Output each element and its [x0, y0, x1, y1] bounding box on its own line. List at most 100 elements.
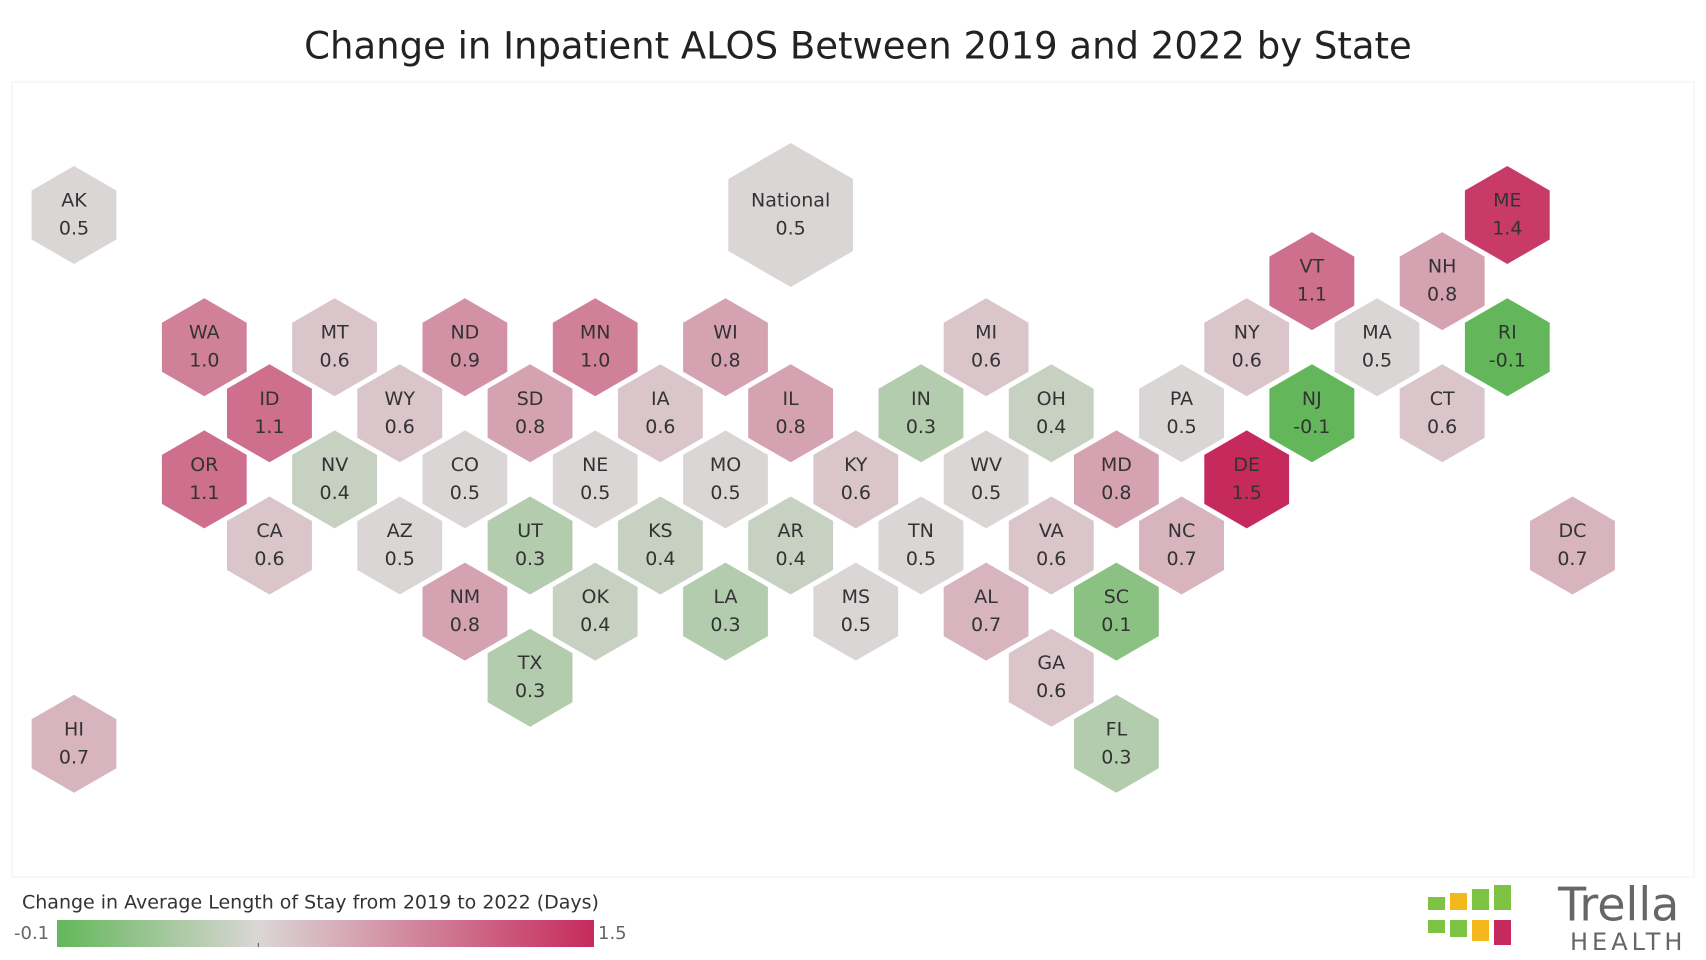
- hex-tile: [878, 496, 964, 595]
- logo-name: Trella: [1557, 878, 1679, 932]
- hex-label: WY: [385, 388, 416, 410]
- hex-tile: [357, 496, 443, 595]
- hex-value: 0.4: [776, 548, 806, 570]
- hex-tile: [1204, 430, 1290, 529]
- hex-value: 0.4: [645, 548, 675, 570]
- hex-value: 0.6: [254, 548, 284, 570]
- hex-label: WA: [189, 322, 220, 344]
- chart-title: Change in Inpatient ALOS Between 2019 an…: [304, 25, 1412, 68]
- hex-label: IA: [651, 388, 670, 410]
- hex-label: ME: [1493, 190, 1521, 212]
- hex-label: LA: [713, 586, 737, 608]
- hex-label: FL: [1106, 718, 1128, 740]
- hex-label: OH: [1037, 388, 1066, 410]
- hex-value: 0.5: [385, 548, 415, 570]
- hex-value: 1.5: [1232, 482, 1262, 504]
- hex-tile: [1139, 364, 1224, 463]
- hex-label: CT: [1430, 388, 1455, 410]
- hex-value: 0.4: [580, 614, 610, 636]
- hex-tile: [1074, 430, 1159, 529]
- hex-tile: [813, 562, 899, 661]
- hex-tile: [813, 430, 899, 529]
- hex-label: ID: [259, 388, 279, 410]
- hex-label: MD: [1101, 454, 1132, 476]
- hex-value: 0.3: [906, 416, 936, 438]
- hex-value: 0.6: [841, 482, 871, 504]
- hex-label: AR: [778, 520, 804, 542]
- hex-value: 0.8: [1427, 284, 1457, 306]
- hex-label: NE: [582, 454, 608, 476]
- hex-tile: [878, 364, 964, 463]
- hex-value: 0.6: [645, 416, 675, 438]
- hex-tile: [487, 496, 573, 595]
- hex-tile: [1269, 232, 1355, 331]
- hex-label: AZ: [387, 520, 413, 542]
- hex-label: SC: [1104, 586, 1129, 608]
- hex-value: 1.1: [189, 482, 219, 504]
- hex-value: 0.5: [1362, 350, 1392, 372]
- hex-tile: [422, 298, 508, 397]
- hex-label: MA: [1362, 322, 1391, 344]
- hex-label: WI: [713, 322, 737, 344]
- hex-tile: [1139, 496, 1224, 595]
- hex-label: CA: [256, 520, 282, 542]
- hex-label: MI: [975, 322, 997, 344]
- hex-tile: [31, 694, 117, 793]
- hex-tile: [292, 430, 377, 529]
- hex-value: -0.1: [1293, 416, 1330, 438]
- hex-value: 0.8: [450, 614, 480, 636]
- hex-value: 0.7: [1166, 548, 1196, 570]
- hex-label: NM: [450, 586, 481, 608]
- hex-layer: AK 0.5 National 0.5 ME 1.4 VT 1.1 NH 0.8 WA 1.0 MT 0.…: [31, 143, 1615, 793]
- hex-label: VT: [1300, 256, 1325, 278]
- hex-label: SD: [517, 388, 544, 410]
- hex-label: GA: [1037, 652, 1065, 674]
- hex-tile: [617, 496, 703, 595]
- hex-value: 0.6: [1036, 548, 1066, 570]
- legend-max: 1.5: [598, 923, 627, 944]
- hex-value: 0.6: [1036, 680, 1066, 702]
- hex-label: VA: [1039, 520, 1064, 542]
- hex-tile: [292, 298, 377, 397]
- hex-value: 1.1: [254, 416, 284, 438]
- hex-value: 0.8: [776, 416, 806, 438]
- hex-tile: [1074, 562, 1159, 661]
- hex-label: NC: [1168, 520, 1195, 542]
- hex-tile: [1334, 298, 1420, 397]
- hex-value: 1.1: [1297, 284, 1327, 306]
- hex-label: IN: [911, 388, 931, 410]
- hex-value: 0.4: [1036, 416, 1066, 438]
- logo-tagline: HEALTH: [1570, 928, 1686, 956]
- hex-value: 0.5: [59, 218, 89, 240]
- hex-tile: [728, 143, 853, 287]
- hex-tile: [1008, 496, 1094, 595]
- hex-value: 1.0: [189, 350, 219, 372]
- hex-tile: [1464, 166, 1550, 264]
- hex-tile: [683, 430, 768, 529]
- hex-label: AL: [974, 586, 998, 608]
- hex-label: KY: [844, 454, 868, 476]
- hex-value: 0.5: [710, 482, 740, 504]
- hex-tile: [487, 364, 573, 463]
- hex-label: MO: [710, 454, 741, 476]
- hex-value: 1.0: [580, 350, 610, 372]
- hex-tile: [552, 430, 638, 529]
- hex-value: 0.3: [515, 548, 545, 570]
- hex-tile: [943, 562, 1029, 661]
- hex-value: 0.8: [515, 416, 545, 438]
- hex-value: 0.6: [385, 416, 415, 438]
- hex-tile: [943, 298, 1029, 397]
- hex-tile: [552, 562, 638, 661]
- legend-title: Change in Average Length of Stay from 20…: [22, 892, 599, 914]
- hex-label: UT: [517, 520, 543, 542]
- hex-label: WV: [970, 454, 1002, 476]
- hex-label: NH: [1428, 256, 1457, 278]
- hex-tile: [227, 496, 312, 595]
- hex-label: OR: [190, 454, 218, 476]
- hex-tile: [748, 364, 834, 463]
- hex-label: MN: [580, 322, 611, 344]
- hex-label: DC: [1558, 520, 1586, 542]
- hex-tile: [422, 562, 508, 661]
- legend-bar: [57, 920, 594, 947]
